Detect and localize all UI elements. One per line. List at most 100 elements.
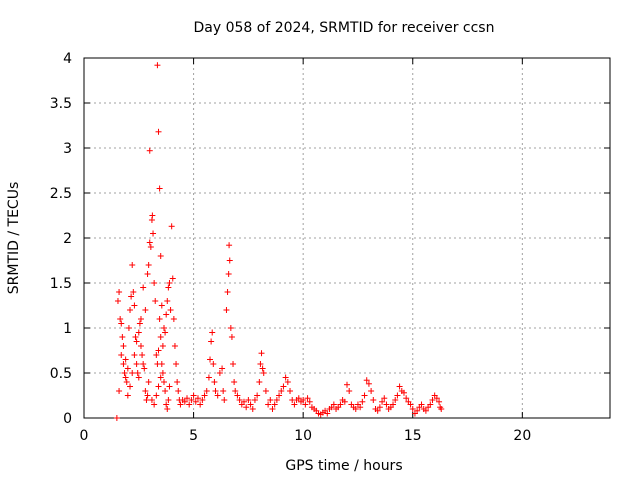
data-point <box>122 356 129 363</box>
data-point <box>123 379 130 385</box>
data-point <box>226 257 233 264</box>
data-point <box>160 379 167 385</box>
y-tick-label: 1 <box>63 321 72 337</box>
data-point <box>422 407 429 414</box>
data-point <box>392 397 399 403</box>
data-point <box>224 289 231 295</box>
data-point <box>134 370 141 376</box>
data-point <box>136 320 143 327</box>
data-point <box>210 361 217 367</box>
data-point <box>139 352 146 358</box>
data-point <box>211 379 218 385</box>
data-point <box>197 401 204 408</box>
data-point <box>306 398 313 405</box>
data-point <box>234 392 241 399</box>
data-point <box>201 392 208 399</box>
data-point <box>166 383 173 390</box>
data-point <box>227 325 234 331</box>
data-point <box>304 395 311 402</box>
y-tick-label: 3.5 <box>50 96 72 112</box>
data-point <box>407 401 414 408</box>
data-point <box>207 356 214 363</box>
y-tick-label: 4 <box>63 51 72 67</box>
data-point <box>236 397 243 403</box>
x-tick-label: 15 <box>404 428 422 444</box>
data-point <box>262 388 269 394</box>
data-point <box>118 320 125 327</box>
data-point <box>414 407 421 414</box>
data-point <box>121 370 128 376</box>
data-point <box>130 289 137 295</box>
data-point <box>330 401 337 408</box>
data-point <box>164 298 171 304</box>
data-point <box>151 401 158 408</box>
data-point <box>114 298 121 304</box>
data-point <box>169 275 176 282</box>
data-point <box>167 307 174 313</box>
data-point <box>162 329 169 336</box>
data-point <box>170 316 177 322</box>
x-tick-labels: 0 5 10 15 20 <box>80 428 532 444</box>
data-point <box>390 401 397 408</box>
data-point <box>124 392 131 399</box>
data-point <box>278 388 285 394</box>
data-point <box>145 262 152 268</box>
data-point <box>157 253 164 259</box>
data-point <box>118 352 125 358</box>
data-point <box>117 316 124 322</box>
data-point <box>155 347 162 354</box>
data-point <box>249 406 256 412</box>
data-point <box>175 388 182 394</box>
data-point <box>153 392 160 399</box>
data-point <box>403 395 410 402</box>
data-point <box>282 374 289 381</box>
data-point <box>165 284 172 291</box>
data-point <box>144 392 151 399</box>
data-point <box>155 383 162 390</box>
data-point <box>269 406 276 412</box>
data-point <box>418 401 425 408</box>
data-point <box>257 361 264 367</box>
data-point <box>159 343 166 349</box>
data-point <box>254 392 261 399</box>
data-point <box>209 329 216 336</box>
data-point <box>140 361 147 367</box>
data-point <box>273 397 280 403</box>
data-point <box>125 325 132 331</box>
data-point <box>368 388 375 394</box>
data-point <box>119 334 126 340</box>
data-point <box>433 395 440 402</box>
data-point <box>245 397 252 403</box>
data-point <box>271 401 278 408</box>
data-point <box>216 370 223 376</box>
y-tick-label: 0 <box>63 411 72 427</box>
data-point <box>158 302 165 309</box>
data-point <box>166 280 173 286</box>
x-tick-label: 10 <box>294 428 312 444</box>
x-axis-label: GPS time / hours <box>285 458 402 474</box>
chart-title: Day 058 of 2024, SRMTID for receiver ccs… <box>194 20 495 36</box>
data-point <box>383 401 390 408</box>
data-point <box>181 398 188 405</box>
data-points <box>113 62 445 421</box>
y-tick-label: 0.5 <box>50 366 72 382</box>
data-point <box>147 244 154 250</box>
data-point <box>359 398 366 405</box>
x-tick-label: 5 <box>189 428 198 444</box>
data-point <box>157 334 164 340</box>
data-point <box>302 401 309 408</box>
data-point <box>429 397 436 403</box>
y-tick-label: 2 <box>63 231 72 247</box>
data-point <box>137 343 144 349</box>
data-point <box>208 338 215 345</box>
data-point <box>265 401 272 408</box>
data-point <box>152 298 159 304</box>
data-point <box>159 370 166 376</box>
data-point <box>120 361 127 367</box>
x-tick-label: 0 <box>80 428 89 444</box>
data-point <box>346 388 353 394</box>
data-point <box>324 410 331 417</box>
data-point <box>155 128 162 135</box>
grid-lines <box>84 58 610 418</box>
data-point <box>188 397 195 403</box>
